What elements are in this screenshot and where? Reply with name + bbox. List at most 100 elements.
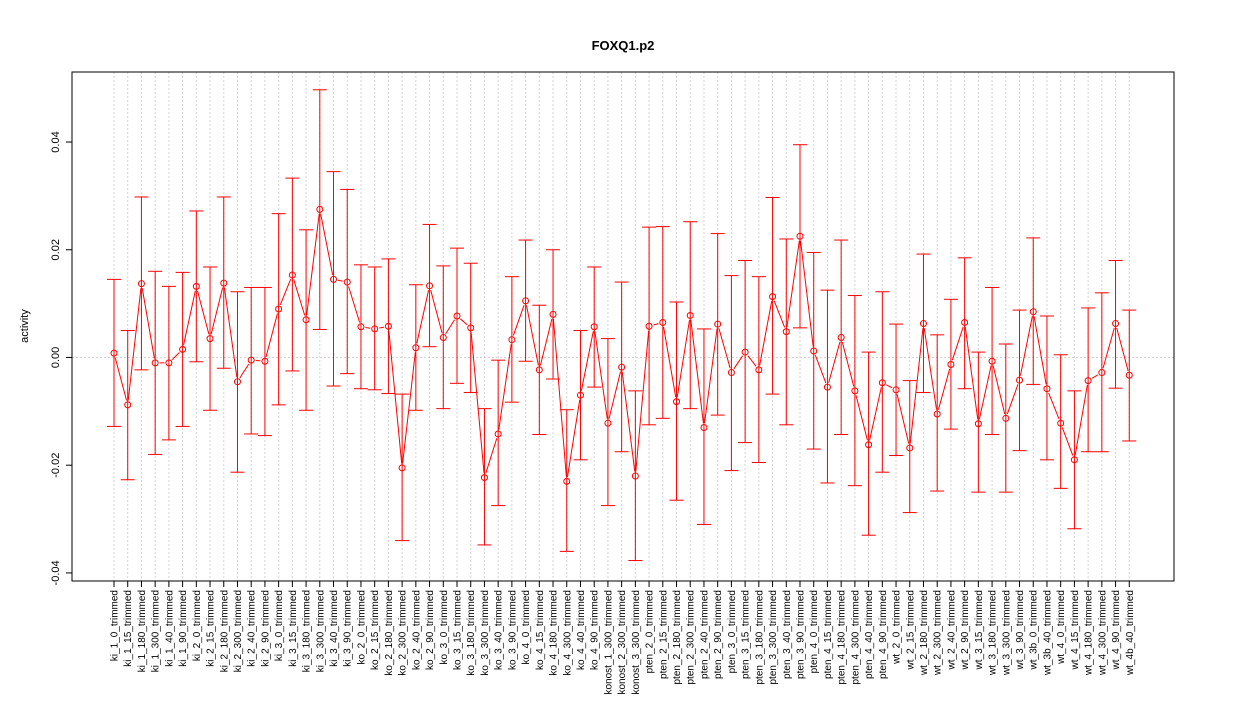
data-point — [247, 356, 255, 364]
data-point — [782, 328, 790, 336]
x-tick-label: ki_1_0_trimmed — [110, 590, 121, 661]
series-segment — [525, 305, 539, 366]
series-segment — [814, 355, 827, 384]
data-point — [1057, 419, 1065, 427]
x-tick-label: ki_2_300_trimmed — [233, 590, 244, 672]
series-segment — [1006, 384, 1019, 415]
data-point — [261, 357, 269, 365]
data-point — [179, 345, 187, 353]
x-tick-label: pten_2_300_trimmed — [686, 590, 697, 685]
series-segment — [388, 330, 403, 464]
series-segment — [828, 341, 841, 383]
x-tick-label: pten_4_15_trimmed — [823, 590, 834, 679]
x-tick-label: pten_2_180_trimmed — [672, 590, 683, 685]
series-segment — [445, 319, 456, 335]
data-point — [700, 423, 708, 431]
data-point — [398, 464, 406, 472]
x-tick-label: ki_3_15_trimmed — [288, 590, 299, 667]
series-segment — [171, 352, 180, 361]
series-segment — [1074, 384, 1088, 456]
data-point — [906, 444, 914, 452]
data-point — [796, 232, 804, 240]
x-tick-label: wt_3_15_trimmed — [974, 590, 985, 670]
series-segment — [964, 326, 979, 420]
x-tick-label: ki_1_300_trimmed — [151, 590, 162, 672]
series-segment — [210, 287, 224, 335]
series-segment — [1048, 392, 1060, 420]
data-point — [522, 297, 530, 305]
x-tick-label: ki_3_300_trimmed — [315, 590, 326, 672]
series-segment — [306, 213, 320, 316]
series-segment — [951, 326, 964, 361]
series-segment — [594, 331, 608, 419]
series-segment — [337, 279, 343, 282]
x-tick-label: pten_2_0_trimmed — [645, 590, 656, 673]
x-tick-label: wt_3_180_trimmed — [988, 590, 999, 676]
series-segment — [498, 344, 512, 430]
x-tick-label: ki_2_40_trimmed — [247, 590, 258, 667]
data-point — [659, 318, 667, 326]
data-point — [508, 336, 516, 344]
series-segment — [460, 318, 468, 326]
series-segment — [1061, 427, 1074, 456]
x-axis: ki_1_0_trimmed ki_1_15_trimmed ki_1_180_tr… — [110, 581, 1136, 695]
series-segment — [348, 286, 361, 323]
x-tick-label: wt_3b_40_trimmed — [1042, 590, 1053, 676]
x-tick-label: wt_4b_40_trimmed — [1125, 590, 1136, 676]
series-segment — [663, 326, 677, 398]
series-segment — [718, 328, 731, 369]
data-point — [810, 347, 818, 355]
x-tick-label: konost_1_300_trimmed — [603, 590, 614, 695]
x-tick-label: pten_3_0_trimmed — [727, 590, 738, 673]
x-tick-label: ko_2_40_trimmed — [411, 590, 422, 670]
data-point — [549, 310, 557, 318]
x-tick-label: wt_4_90_trimmed — [1111, 590, 1122, 670]
x-tick-label: ko_2_15_trimmed — [370, 590, 381, 670]
data-point — [823, 383, 831, 391]
series-segment — [676, 319, 691, 398]
data-point — [137, 280, 145, 288]
x-tick-label: wt_2_180_trimmed — [919, 590, 930, 676]
data-point — [165, 359, 173, 367]
data-point — [741, 348, 749, 356]
x-tick-label: pten_4_40_trimmed — [864, 590, 875, 679]
data-point — [933, 410, 941, 418]
series-segment — [539, 318, 553, 366]
series-segment — [365, 326, 371, 329]
x-tick-label: ko_2_180_trimmed — [384, 590, 395, 676]
data-point — [919, 320, 927, 328]
x-tick-label: ko_4_90_trimmed — [590, 590, 601, 670]
series-segment — [992, 365, 1006, 415]
series-segment — [635, 330, 650, 472]
x-tick-label: ko_2_300_trimmed — [398, 590, 409, 676]
series-segment — [196, 290, 210, 335]
series-segment — [127, 288, 142, 401]
series-layer — [107, 89, 1137, 562]
series-segment — [470, 332, 485, 474]
x-tick-label: pten_3_15_trimmed — [741, 590, 752, 679]
x-tick-label: pten_3_300_trimmed — [768, 590, 779, 685]
series-segment — [141, 288, 155, 359]
x-tick-label: ko_3_90_trimmed — [507, 590, 518, 670]
x-tick-label: pten_2_40_trimmed — [699, 590, 710, 679]
series-segment — [430, 290, 443, 334]
x-tick-label: ko_4_15_trimmed — [535, 590, 546, 670]
series-segment — [1102, 327, 1115, 369]
series-segment — [1116, 327, 1129, 372]
x-tick-label: wt_3_90_trimmed — [1015, 590, 1026, 670]
x-tick-label: ko_2_0_trimmed — [356, 590, 367, 664]
x-tick-label: wt_2_0_trimmed — [892, 590, 903, 665]
y-tick-label: 0.02 — [50, 239, 62, 260]
data-point — [371, 325, 379, 333]
series-segment — [621, 371, 636, 472]
data-point — [206, 335, 214, 343]
series-segment — [653, 323, 659, 326]
x-tick-label: ko_4_40_trimmed — [576, 590, 587, 670]
series-segment — [759, 300, 773, 366]
x-tick-label: ko_3_0_trimmed — [439, 590, 450, 664]
series-segment — [923, 327, 938, 410]
series-segment — [239, 363, 250, 379]
data-point — [343, 278, 351, 286]
x-tick-label: wt_4_0_trimmed — [1056, 590, 1067, 665]
